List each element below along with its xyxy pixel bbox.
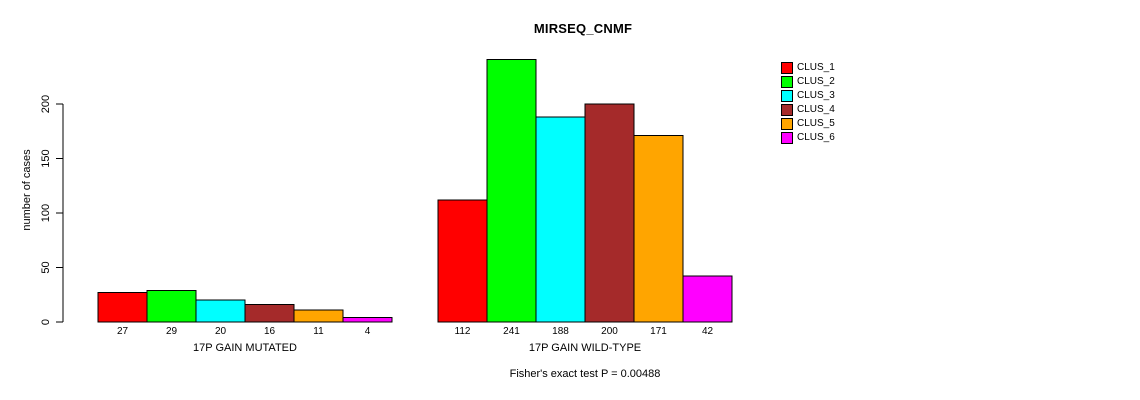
fisher-test-caption: Fisher's exact test P = 0.00488 (509, 368, 661, 380)
legend-swatch (781, 104, 793, 116)
legend: CLUS_1 CLUS_2 CLUS_3 CLUS_4 CLUS_5 CLUS_6 (781, 61, 835, 145)
legend-swatch (781, 76, 793, 88)
legend-label: CLUS_4 (797, 104, 835, 115)
bar-value-label: 27 (117, 326, 129, 337)
y-tick-label: 100 (40, 204, 52, 222)
y-tick-label: 0 (40, 319, 52, 325)
y-tick-label: 200 (40, 95, 52, 113)
group-label: 17P GAIN WILD-TYPE (529, 342, 641, 354)
bar-clus_5-wild-type (633, 135, 684, 323)
legend-item: CLUS_2 (781, 75, 835, 89)
bar-clus_1-mutated (97, 292, 148, 323)
bar-clus_3-wild-type (535, 116, 586, 323)
legend-swatch (781, 62, 793, 74)
bar-clus_4-wild-type (584, 103, 635, 323)
legend-label: CLUS_6 (797, 132, 835, 143)
legend-label: CLUS_1 (797, 62, 835, 73)
bar-value-label: 171 (650, 326, 667, 337)
legend-label: CLUS_2 (797, 76, 835, 87)
bar-value-label: 241 (503, 326, 520, 337)
bar-value-label: 20 (215, 326, 227, 337)
bar-value-label: 112 (455, 326, 471, 337)
y-tick-label: 50 (40, 261, 52, 273)
bar-clus_4-mutated (244, 304, 295, 323)
bar-clus_6-mutated (342, 317, 393, 323)
legend-item: CLUS_6 (781, 131, 835, 145)
bar-value-label: 42 (702, 326, 714, 337)
legend-swatch (781, 132, 793, 144)
y-tick-label: 150 (40, 149, 52, 167)
chart-title: MIRSEQ_CNMF (533, 21, 633, 36)
bar-value-label: 16 (264, 326, 276, 337)
bar-value-label: 200 (601, 326, 618, 337)
bar-clus_5-mutated (293, 309, 344, 323)
legend-swatch (781, 118, 793, 130)
bar-value-label: 11 (313, 326, 324, 337)
legend-item: CLUS_1 (781, 61, 835, 75)
bar-value-label: 4 (365, 326, 371, 337)
legend-swatch (781, 90, 793, 102)
legend-item: CLUS_3 (781, 89, 835, 103)
group-label: 17P GAIN MUTATED (193, 342, 297, 354)
legend-label: CLUS_3 (797, 90, 835, 101)
bar-value-label: 29 (166, 326, 178, 337)
bar-clus_2-wild-type (486, 58, 537, 323)
bar-clus_2-mutated (146, 289, 197, 323)
legend-item: CLUS_4 (781, 103, 835, 117)
bar-clus_3-mutated (195, 299, 246, 323)
bar-value-label: 188 (552, 326, 569, 337)
bar-clus_6-wild-type (682, 275, 733, 323)
legend-label: CLUS_5 (797, 118, 835, 129)
bar-clus_1-wild-type (437, 199, 488, 323)
legend-item: CLUS_5 (781, 117, 835, 131)
